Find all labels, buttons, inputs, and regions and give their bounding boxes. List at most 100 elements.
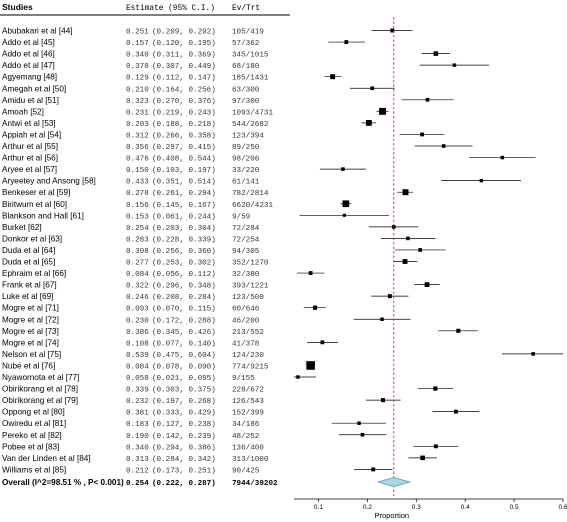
study-evtrt: 774/9215 [232,363,269,371]
study-evtrt: 185/1431 [232,75,269,83]
study-name: Ephraim et al [66] [2,269,66,278]
study-name: Amoah [52] [2,107,44,116]
x-tick-label: 0.2 [363,504,372,511]
study-ci: (0.127, 0.238) [152,421,216,429]
study-evtrt: 313/1000 [232,456,269,464]
study-name: Oppong et al [80] [2,408,65,417]
study-ci: (0.145, 0.167) [152,202,216,210]
plot-area [294,17,563,496]
study-ci: (0.188, 0.218) [152,121,216,129]
estimate-marker [500,155,505,160]
study-ci: (0.294, 0.386) [152,444,216,452]
study-ci: (0.261, 0.294) [152,190,216,198]
study-estimate: 0.156 [126,202,149,210]
study-evtrt: 124/230 [232,352,264,360]
study-evtrt: 34/186 [232,421,260,429]
study-evtrt: 9/155 [232,375,255,383]
study-ci: (0.351, 0.514) [152,179,216,187]
study-name: Donkor et al [63] [2,234,62,243]
overall-ci: (0.222, 0.287) [152,480,216,488]
estimate-marker [425,97,430,102]
study-estimate: 0.157 [126,40,149,48]
study-name: Blankson and Hall [61] [2,211,84,220]
study-estimate: 0.093 [126,306,149,314]
estimate-marker [312,305,318,310]
study-evtrt: 1093/4731 [232,109,273,117]
estimate-marker [380,317,384,321]
estimate-marker [342,200,350,208]
study-evtrt: 228/672 [232,387,264,395]
study-name: Duda et al [65] [2,258,55,267]
estimate-marker [320,340,325,345]
estimate-marker [344,40,349,44]
estimate-marker [308,271,313,275]
estimate-marker [391,225,396,229]
study-name: Antwi et al [53] [2,119,56,128]
study-evtrt: 72/254 [232,236,260,244]
study-evtrt: 152/399 [232,410,264,418]
study-estimate: 0.231 [126,109,149,117]
study-ci: (0.256, 0.360) [152,248,216,256]
study-ci: (0.061, 0.244) [152,213,216,221]
estimate-marker [387,294,392,299]
estimate-marker [433,51,439,56]
study-name: Owiredu et al [81] [2,419,66,428]
x-tick-label: 0.6 [558,504,567,511]
estimate-marker [420,132,425,137]
study-estimate: 0.322 [126,283,149,291]
estimate-marker [360,432,365,437]
study-ci: (0.307, 0.449) [152,63,216,71]
estimate-marker [406,236,410,241]
study-name: Abubakari et al [44] [2,27,73,36]
study-estimate: 0.084 [126,363,149,371]
study-ci: (0.209, 0.292) [152,29,216,37]
study-evtrt: 72/284 [232,225,260,233]
study-ci: (0.296, 0.348) [152,283,216,291]
estimate-marker [452,63,457,67]
study-estimate: 0.277 [126,260,149,268]
study-evtrt: 345/1015 [232,52,269,60]
study-ci: (0.142, 0.239) [152,433,216,441]
study-name: Obirikorang et al [79] [2,396,78,405]
study-evtrt: 782/2814 [232,190,269,198]
study-evtrt: 126/543 [232,398,264,406]
study-evtrt: 105/419 [232,29,264,37]
study-ci: (0.173, 0.251) [152,467,216,475]
study-estimate: 0.232 [126,398,149,406]
study-name: Aryeetey and Ansong [58] [2,177,96,186]
study-estimate: 0.283 [126,236,149,244]
study-estimate: 0.313 [126,456,149,464]
header-studies: Studies [2,2,33,12]
study-name: Mogre et al [71] [2,304,59,313]
study-ci: (0.297, 0.415) [152,144,216,152]
estimate-marker [330,74,336,80]
estimate-marker [402,189,409,196]
study-evtrt: 90/425 [232,467,260,475]
study-estimate: 0.381 [126,410,149,418]
study-ci: (0.253, 0.302) [152,260,216,268]
study-estimate: 0.312 [126,132,149,140]
study-evtrt: 63/300 [232,86,260,94]
study-evtrt: 6620/4231 [232,202,273,210]
study-evtrt: 123/500 [232,294,264,302]
estimate-marker [433,386,438,391]
study-evtrt: 94/305 [232,248,260,256]
study-estimate: 0.129 [126,75,149,83]
study-ci: (0.270, 0.376) [152,98,216,106]
overall-label: Overall (I^2=98.51 % , P< 0.001) [2,478,124,487]
study-estimate: 0.210 [126,86,149,94]
study-estimate: 0.254 [126,225,149,233]
study-ci: (0.070, 0.115) [152,306,216,314]
study-name: Pobee et al [83] [2,442,59,451]
study-name: Obirikorang et al [78] [2,385,78,394]
study-evtrt: 393/1221 [232,283,269,291]
study-evtrt: 68/180 [232,63,260,71]
study-ci: (0.333, 0.429) [152,410,216,418]
x-axis: 0.1 0.2 0.3 0.4 0.5 0.6 Proportion [294,498,567,520]
study-ci: (0.112, 0.147) [152,75,216,83]
study-ci: (0.345, 0.426) [152,329,216,337]
study-evtrt: 46/200 [232,317,260,325]
study-estimate: 0.339 [126,387,149,395]
estimate-marker [365,119,372,126]
study-estimate: 0.539 [126,352,149,360]
